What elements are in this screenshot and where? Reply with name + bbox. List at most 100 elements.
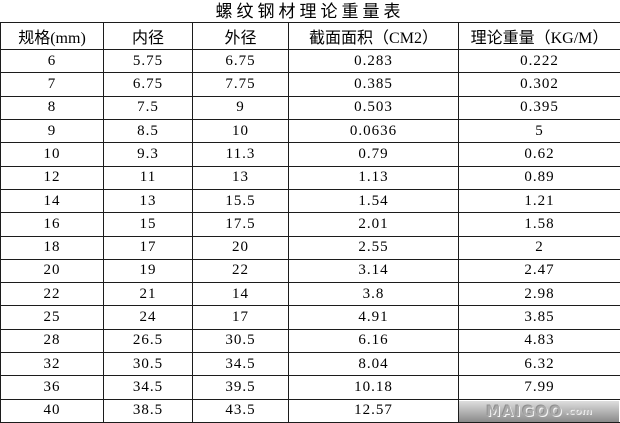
cell-inner-diameter: 6.75: [103, 72, 193, 97]
cell-spec-mm: 22: [0, 282, 104, 307]
table-row: 6 5.75 6.75 0.283 0.222: [0, 48, 620, 74]
cell-section-area: 0.385: [288, 72, 459, 97]
cell-outer-diameter: 11.3: [192, 142, 289, 167]
table-row: 7 6.75 7.75 0.385 0.302: [0, 72, 620, 97]
table-body: 6 5.75 6.75 0.283 0.222 7 6.75 7.75 0.385 0.302 8 7…: [0, 48, 620, 423]
cell-spec-mm: 8: [0, 95, 104, 120]
cell-theoretical-weight: 5: [458, 118, 620, 144]
cell-theoretical-weight: 2.47: [458, 258, 620, 284]
cell-section-area: 1.54: [288, 188, 459, 214]
table-row: 12 11 13 1.13 0.89: [0, 165, 620, 190]
table-row: 25 24 17 4.91 3.85: [0, 305, 620, 330]
cell-section-area: 0.283: [288, 48, 459, 74]
cell-theoretical-weight: 0.62: [458, 142, 620, 167]
cell-theoretical-weight: 2.98: [458, 282, 620, 307]
cell-outer-diameter: 15.5: [192, 188, 289, 214]
cell-section-area: 0.79: [288, 142, 459, 167]
cell-outer-diameter: 34.5: [192, 352, 289, 377]
cell-outer-diameter: 30.5: [192, 328, 289, 354]
column-header-section-area: 截面面积（CM2）: [288, 22, 459, 50]
cell-spec-mm: 16: [0, 212, 104, 237]
maigoo-logo-suffix: .com: [564, 406, 592, 417]
table-row: 18 17 20 2.55 2: [0, 235, 620, 260]
cell-inner-diameter: 8.5: [103, 118, 193, 144]
cell-section-area: 8.04: [288, 352, 459, 377]
maigoo-logo: MAIGOO: [486, 403, 564, 420]
cell-section-area: 12.57: [288, 398, 459, 423]
cell-spec-mm: 36: [0, 375, 104, 400]
cell-outer-diameter: 6.75: [192, 48, 289, 74]
cell-spec-mm: 6: [0, 48, 104, 74]
cell-inner-diameter: 30.5: [103, 352, 193, 377]
cell-inner-diameter: 34.5: [103, 375, 193, 400]
table-row: 32 30.5 34.5 8.04 6.32: [0, 352, 620, 377]
cell-spec-mm: 18: [0, 235, 104, 260]
table-row: 20 19 22 3.14 2.47: [0, 258, 620, 284]
cell-spec-mm: 28: [0, 328, 104, 354]
cell-outer-diameter: 43.5: [192, 398, 289, 423]
cell-outer-diameter: 9: [192, 95, 289, 120]
cell-outer-diameter: 22: [192, 258, 289, 284]
table-row: 28 26.5 30.5 6.16 4.83: [0, 328, 620, 354]
cell-theoretical-weight: 0.302: [458, 72, 620, 97]
cell-section-area: 3.8: [288, 282, 459, 307]
cell-inner-diameter: 11: [103, 165, 193, 190]
cell-spec-mm: 10: [0, 142, 104, 167]
cell-outer-diameter: 17: [192, 305, 289, 330]
cell-spec-mm: 12: [0, 165, 104, 190]
column-header-spec-mm: 规格(mm): [0, 22, 104, 50]
cell-theoretical-weight: 0.222: [458, 48, 620, 74]
table-row: 9 8.5 10 0.0636 5: [0, 118, 620, 144]
table-row: 16 15 17.5 2.01 1.58: [0, 212, 620, 237]
cell-theoretical-weight: 1.21: [458, 188, 620, 214]
cell-section-area: 0.503: [288, 95, 459, 120]
cell-outer-diameter: 13: [192, 165, 289, 190]
column-header-outer-diameter: 外径: [192, 22, 289, 50]
cell-outer-diameter: 10: [192, 118, 289, 144]
table-row: 36 34.5 39.5 10.18 7.99: [0, 375, 620, 400]
cell-outer-diameter: 14: [192, 282, 289, 307]
cell-theoretical-weight: 0.395: [458, 95, 620, 120]
cell-theoretical-weight: 4.83: [458, 328, 620, 354]
page-title: 螺纹钢材理论重量表: [215, 2, 405, 21]
cell-inner-diameter: 17: [103, 235, 193, 260]
cell-outer-diameter: 7.75: [192, 72, 289, 97]
cell-section-area: 1.13: [288, 165, 459, 190]
cell-inner-diameter: 15: [103, 212, 193, 237]
table-row: 8 7.5 9 0.503 0.395: [0, 95, 620, 120]
cell-inner-diameter: 7.5: [103, 95, 193, 120]
cell-theoretical-weight: 0.89: [458, 165, 620, 190]
cell-theoretical-weight: 2: [458, 235, 620, 260]
cell-inner-diameter: 24: [103, 305, 193, 330]
cell-section-area: 2.01: [288, 212, 459, 237]
cell-outer-diameter: 20: [192, 235, 289, 260]
cell-spec-mm: 7: [0, 72, 104, 97]
table-header-row: 规格(mm) 内径 外径 截面面积（CM2） 理论重量（KG/M）: [0, 22, 620, 50]
cell-spec-mm: 32: [0, 352, 104, 377]
weight-table: 规格(mm) 内径 外径 截面面积（CM2） 理论重量（KG/M） 6 5.75 6…: [0, 22, 620, 423]
cell-inner-diameter: 26.5: [103, 328, 193, 354]
column-header-theoretical-weight: 理论重量（KG/M）: [458, 22, 620, 50]
cell-inner-diameter: 21: [103, 282, 193, 307]
cell-spec-mm: 25: [0, 305, 104, 330]
cell-theoretical-weight: 1.58: [458, 212, 620, 237]
cell-section-area: 6.16: [288, 328, 459, 354]
cell-spec-mm: 14: [0, 188, 104, 214]
column-header-inner-diameter: 内径: [103, 22, 193, 50]
cell-section-area: 4.91: [288, 305, 459, 330]
table-row: 14 13 15.5 1.54 1.21: [0, 188, 620, 214]
cell-theoretical-weight: 7.99: [458, 375, 620, 400]
cell-inner-diameter: 5.75: [103, 48, 193, 74]
cell-inner-diameter: 13: [103, 188, 193, 214]
cell-inner-diameter: 19: [103, 258, 193, 284]
cell-spec-mm: 40: [0, 398, 104, 423]
cell-section-area: 3.14: [288, 258, 459, 284]
cell-spec-mm: 20: [0, 258, 104, 284]
cell-theoretical-weight: 3.85: [458, 305, 620, 330]
cell-section-area: 0.0636: [288, 118, 459, 144]
table-row: 10 9.3 11.3 0.79 0.62: [0, 142, 620, 167]
cell-inner-diameter: 38.5: [103, 398, 193, 423]
cell-theoretical-weight: 6.32: [458, 352, 620, 377]
cell-outer-diameter: 39.5: [192, 375, 289, 400]
